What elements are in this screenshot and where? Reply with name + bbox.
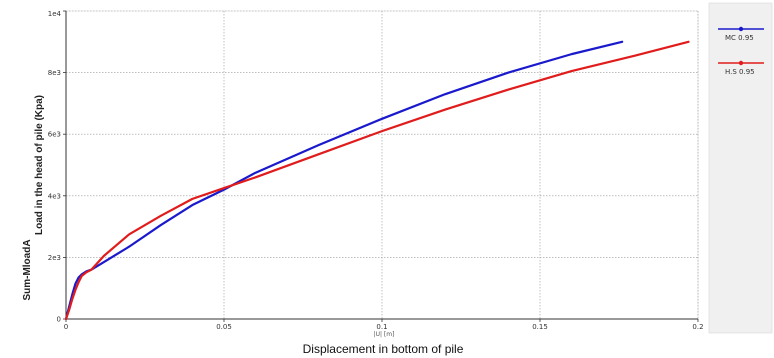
legend-label: H.S 0.95 [725,68,755,76]
series-lines [64,40,690,321]
x-tick-label: 0.2 [692,323,703,331]
y-tick-label: 0 [57,316,61,324]
x-tick-label: 0.15 [532,323,548,331]
x-tick-label: 0.1 [376,323,387,331]
y-tick-label: 2e3 [48,254,61,262]
legend-swatch-marker [738,26,744,32]
y-axis-name: Sum-MloadA [22,239,33,300]
y-tick-label: 6e3 [48,131,61,139]
y-tick-label: 8e3 [48,69,61,77]
series-line-hs [64,40,690,321]
legend-box [708,2,773,334]
y-tick-label: 1e4 [48,10,62,18]
legend-label: MC 0.95 [725,34,754,42]
grid [66,10,699,319]
x-axis-label: Displacement in bottom of pile [303,342,464,356]
x-tick-label: 0.05 [216,323,232,331]
tick-labels: 0 0.05 0.1 0.15 0.2 0 2e3 4e3 6e3 8e3 1e4 [48,10,704,331]
y-axis-label: Load in the head of pile (Kpa) [34,95,45,235]
y-tick-label: 4e3 [48,192,61,200]
legend: MC 0.95 H.S 0.95 [708,2,773,334]
x-axis-inner-label: |U| [m] [374,331,395,338]
legend-swatch-marker [738,60,744,66]
x-tick-label: 0 [64,323,68,331]
series-line-mc [64,40,624,321]
